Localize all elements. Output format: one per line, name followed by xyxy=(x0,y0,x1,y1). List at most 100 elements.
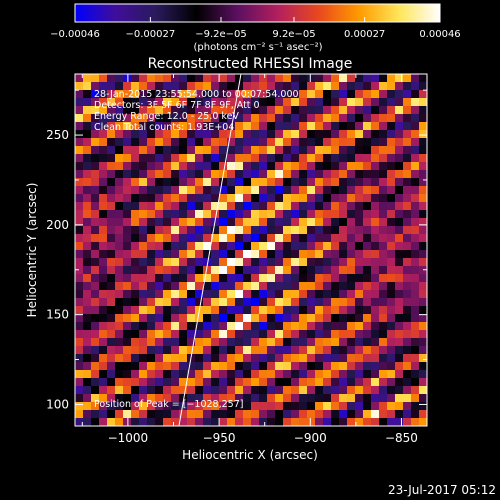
heatmap-cell xyxy=(283,82,292,91)
heatmap-cell xyxy=(107,330,116,339)
heatmap-cell xyxy=(267,298,276,307)
heatmap-cell xyxy=(267,194,276,203)
heatmap-cell xyxy=(363,378,372,387)
heatmap-cell xyxy=(315,202,324,211)
heatmap-cell xyxy=(419,154,427,163)
heatmap-cell xyxy=(147,210,156,219)
heatmap-cell xyxy=(395,290,404,299)
heatmap-cell xyxy=(299,74,308,83)
heatmap-cell xyxy=(131,378,140,387)
heatmap-cell xyxy=(163,218,172,227)
heatmap-cell xyxy=(155,298,164,307)
heatmap-cell xyxy=(171,90,180,99)
heatmap-cell xyxy=(83,82,92,91)
heatmap-cell xyxy=(195,314,204,323)
heatmap-cell xyxy=(323,146,332,155)
heatmap-cell xyxy=(115,106,124,115)
heatmap-cell xyxy=(235,74,244,83)
heatmap-cell xyxy=(259,394,268,403)
heatmap-cell xyxy=(211,322,220,331)
heatmap-cell xyxy=(227,410,236,419)
heatmap-cell xyxy=(83,394,92,403)
heatmap-cell xyxy=(99,242,108,251)
heatmap-cell xyxy=(171,194,180,203)
heatmap-cell xyxy=(123,106,132,115)
heatmap-cell xyxy=(395,370,404,379)
heatmap-cell xyxy=(235,98,244,107)
heatmap-cell xyxy=(395,106,404,115)
heatmap-cell xyxy=(387,410,396,419)
heatmap-cell xyxy=(347,282,356,291)
heatmap-cell xyxy=(115,282,124,291)
heatmap-cell xyxy=(211,170,220,179)
heatmap-cell xyxy=(331,106,340,115)
heatmap-cell xyxy=(275,170,284,179)
heatmap-cell xyxy=(251,290,260,299)
heatmap-cell xyxy=(339,146,348,155)
heatmap-cell xyxy=(275,354,284,363)
heatmap-cell xyxy=(403,130,412,139)
heatmap-cell xyxy=(139,266,148,275)
heatmap-cell xyxy=(235,210,244,219)
heatmap-cell xyxy=(339,418,348,426)
heatmap-cell xyxy=(403,266,412,275)
heatmap-cell xyxy=(371,418,380,426)
heatmap-cell xyxy=(171,394,180,403)
heatmap-cell xyxy=(363,274,372,283)
heatmap-cell xyxy=(131,82,140,91)
heatmap-cell xyxy=(307,82,316,91)
heatmap-cell xyxy=(395,130,404,139)
heatmap-cell xyxy=(107,370,116,379)
heatmap-cell xyxy=(83,274,92,283)
heatmap-cell xyxy=(163,274,172,283)
heatmap-cell xyxy=(275,234,284,243)
heatmap-cell xyxy=(91,306,100,315)
heatmap-cell xyxy=(331,234,340,243)
heatmap-cell xyxy=(171,130,180,139)
heatmap-cell xyxy=(251,258,260,267)
heatmap-cell xyxy=(347,98,356,107)
heatmap-cell xyxy=(331,130,340,139)
heatmap-cell xyxy=(403,314,412,323)
heatmap-cell xyxy=(131,162,140,171)
heatmap-cell xyxy=(83,178,92,187)
heatmap-cell xyxy=(75,114,84,123)
heatmap-cell xyxy=(195,122,204,131)
heatmap-cell xyxy=(99,410,108,419)
heatmap-cell xyxy=(187,146,196,155)
heatmap-cell xyxy=(347,122,356,131)
heatmap-cell xyxy=(283,362,292,371)
heatmap-cell xyxy=(355,354,364,363)
heatmap-cell xyxy=(291,250,300,259)
heatmap-cell xyxy=(331,98,340,107)
heatmap-cell xyxy=(147,154,156,163)
heatmap-cell xyxy=(363,90,372,99)
heatmap-cell xyxy=(203,98,212,107)
heatmap-cell xyxy=(171,338,180,347)
heatmap-cell xyxy=(115,210,124,219)
heatmap-cell xyxy=(419,186,427,195)
heatmap-cell xyxy=(307,306,316,315)
heatmap-cell xyxy=(363,354,372,363)
heatmap-cell xyxy=(203,298,212,307)
heatmap-cell xyxy=(291,90,300,99)
heatmap-cell xyxy=(155,186,164,195)
heatmap-cell xyxy=(371,410,380,419)
heatmap-cell xyxy=(131,250,140,259)
heatmap-cell xyxy=(283,418,292,426)
heatmap-cell xyxy=(107,106,116,115)
heatmap-cell xyxy=(195,386,204,395)
heatmap-cell xyxy=(75,258,84,267)
heatmap-cell xyxy=(107,90,116,99)
heatmap-cell xyxy=(379,186,388,195)
heatmap-cell xyxy=(347,74,356,83)
heatmap-cell xyxy=(403,74,412,83)
heatmap-cell xyxy=(139,346,148,355)
heatmap-cell xyxy=(203,402,212,411)
heatmap-cell xyxy=(403,274,412,283)
heatmap-cell xyxy=(411,218,420,227)
heatmap-cell xyxy=(179,106,188,115)
heatmap-cell xyxy=(211,74,220,83)
heatmap-cell xyxy=(123,202,132,211)
heatmap-cell xyxy=(379,82,388,91)
